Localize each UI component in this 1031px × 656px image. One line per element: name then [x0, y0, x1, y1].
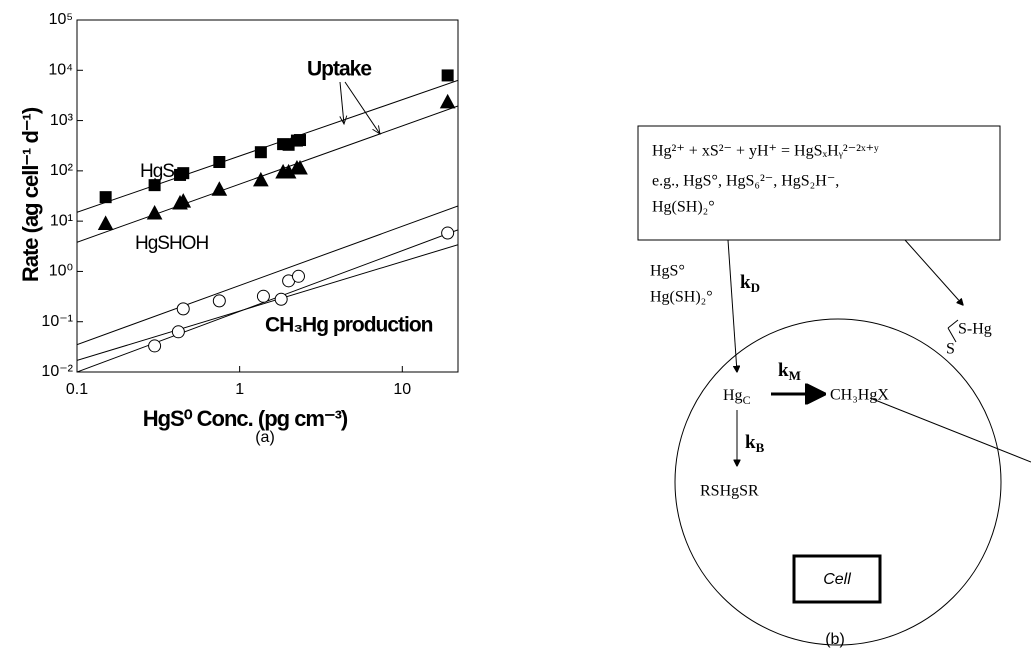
- marker-circle: [291, 269, 305, 283]
- species-box: [637, 125, 1001, 241]
- marker-circle: [256, 289, 270, 303]
- connector: [869, 397, 1031, 463]
- marker-circle: [171, 325, 185, 339]
- annotation: HgS: [140, 161, 174, 182]
- x-axis-label: HgS⁰ Conc. (pg cm⁻³): [143, 406, 348, 431]
- annotation-arrow: [340, 81, 344, 124]
- annotation: CH₃Hg production: [265, 314, 433, 337]
- cell-membrane: [674, 318, 1002, 646]
- marker-square: [99, 191, 112, 204]
- panel-label: (a): [255, 429, 275, 446]
- arrow: [904, 239, 963, 305]
- species: HgC: [723, 387, 751, 407]
- surface-site: S-Hg: [958, 321, 992, 338]
- marker-square: [213, 156, 226, 169]
- marker-circle: [212, 294, 226, 308]
- rate-label: kB: [745, 432, 765, 455]
- y-tick-label: 10¹: [50, 212, 73, 229]
- box-line: e.g., HgS°, HgS₆²⁻, HgS₂H⁻,: [652, 173, 839, 190]
- surface-site: S: [946, 341, 955, 358]
- x-tick-label: 10: [393, 381, 411, 398]
- marker-square: [441, 69, 454, 82]
- y-tick-label: 10²: [50, 162, 74, 179]
- y-tick-label: 10⁰: [49, 263, 73, 280]
- marker-circle: [441, 226, 455, 240]
- marker-circle: [176, 302, 190, 316]
- panel-label: (b): [825, 631, 845, 648]
- y-tick-label: 10⁻²: [41, 363, 73, 380]
- species: HgS°: [650, 263, 685, 280]
- fit-line: [77, 79, 458, 213]
- surface-bond: [947, 319, 959, 343]
- fit-line: [77, 105, 458, 243]
- marker-square: [254, 146, 267, 159]
- marker-circle: [274, 292, 288, 306]
- x-tick-label: 0.1: [66, 381, 88, 398]
- marker-triangle: [439, 93, 456, 109]
- annotation: HgSHOH: [135, 233, 208, 254]
- y-tick-label: 10³: [50, 112, 74, 129]
- arrow: [727, 239, 737, 372]
- marker-square: [177, 167, 190, 180]
- box-line: Hg(SH)₂°: [652, 199, 715, 216]
- y-tick-label: 10⁻¹: [41, 313, 73, 330]
- rate-label: kM: [778, 360, 801, 383]
- species: CH₃HgX: [830, 387, 889, 404]
- fit-line: [77, 244, 458, 361]
- plot-frame: [76, 19, 459, 373]
- y-axis-label: Rate (ag cell⁻¹ d⁻¹): [18, 107, 43, 282]
- species: Hg(SH)₂°: [650, 289, 713, 306]
- rate-label: kD: [740, 272, 760, 295]
- marker-triangle: [292, 159, 308, 175]
- x-tick-label: 1: [235, 381, 244, 398]
- marker-triangle: [97, 215, 114, 230]
- marker-square: [148, 179, 161, 192]
- annotation-arrow: [344, 81, 380, 134]
- y-tick-label: 10⁴: [48, 62, 73, 79]
- annotation: Uptake: [307, 58, 371, 81]
- marker-triangle: [211, 181, 228, 196]
- species: RSHgSR: [700, 483, 759, 500]
- fit-line: [77, 205, 458, 346]
- marker-triangle: [253, 171, 269, 187]
- cell-label-box: [792, 554, 882, 604]
- box-line: Hg²⁺ + xS²⁻ + yH⁺ = HgSₓHᵧ²⁻²ˣ⁺ʸ: [652, 143, 879, 160]
- marker-triangle: [175, 193, 192, 208]
- marker-triangle: [146, 204, 163, 220]
- y-tick-label: 10⁵: [49, 11, 73, 28]
- cell-label: Cell: [823, 571, 851, 588]
- marker-circle: [148, 339, 162, 353]
- marker-square: [294, 134, 307, 147]
